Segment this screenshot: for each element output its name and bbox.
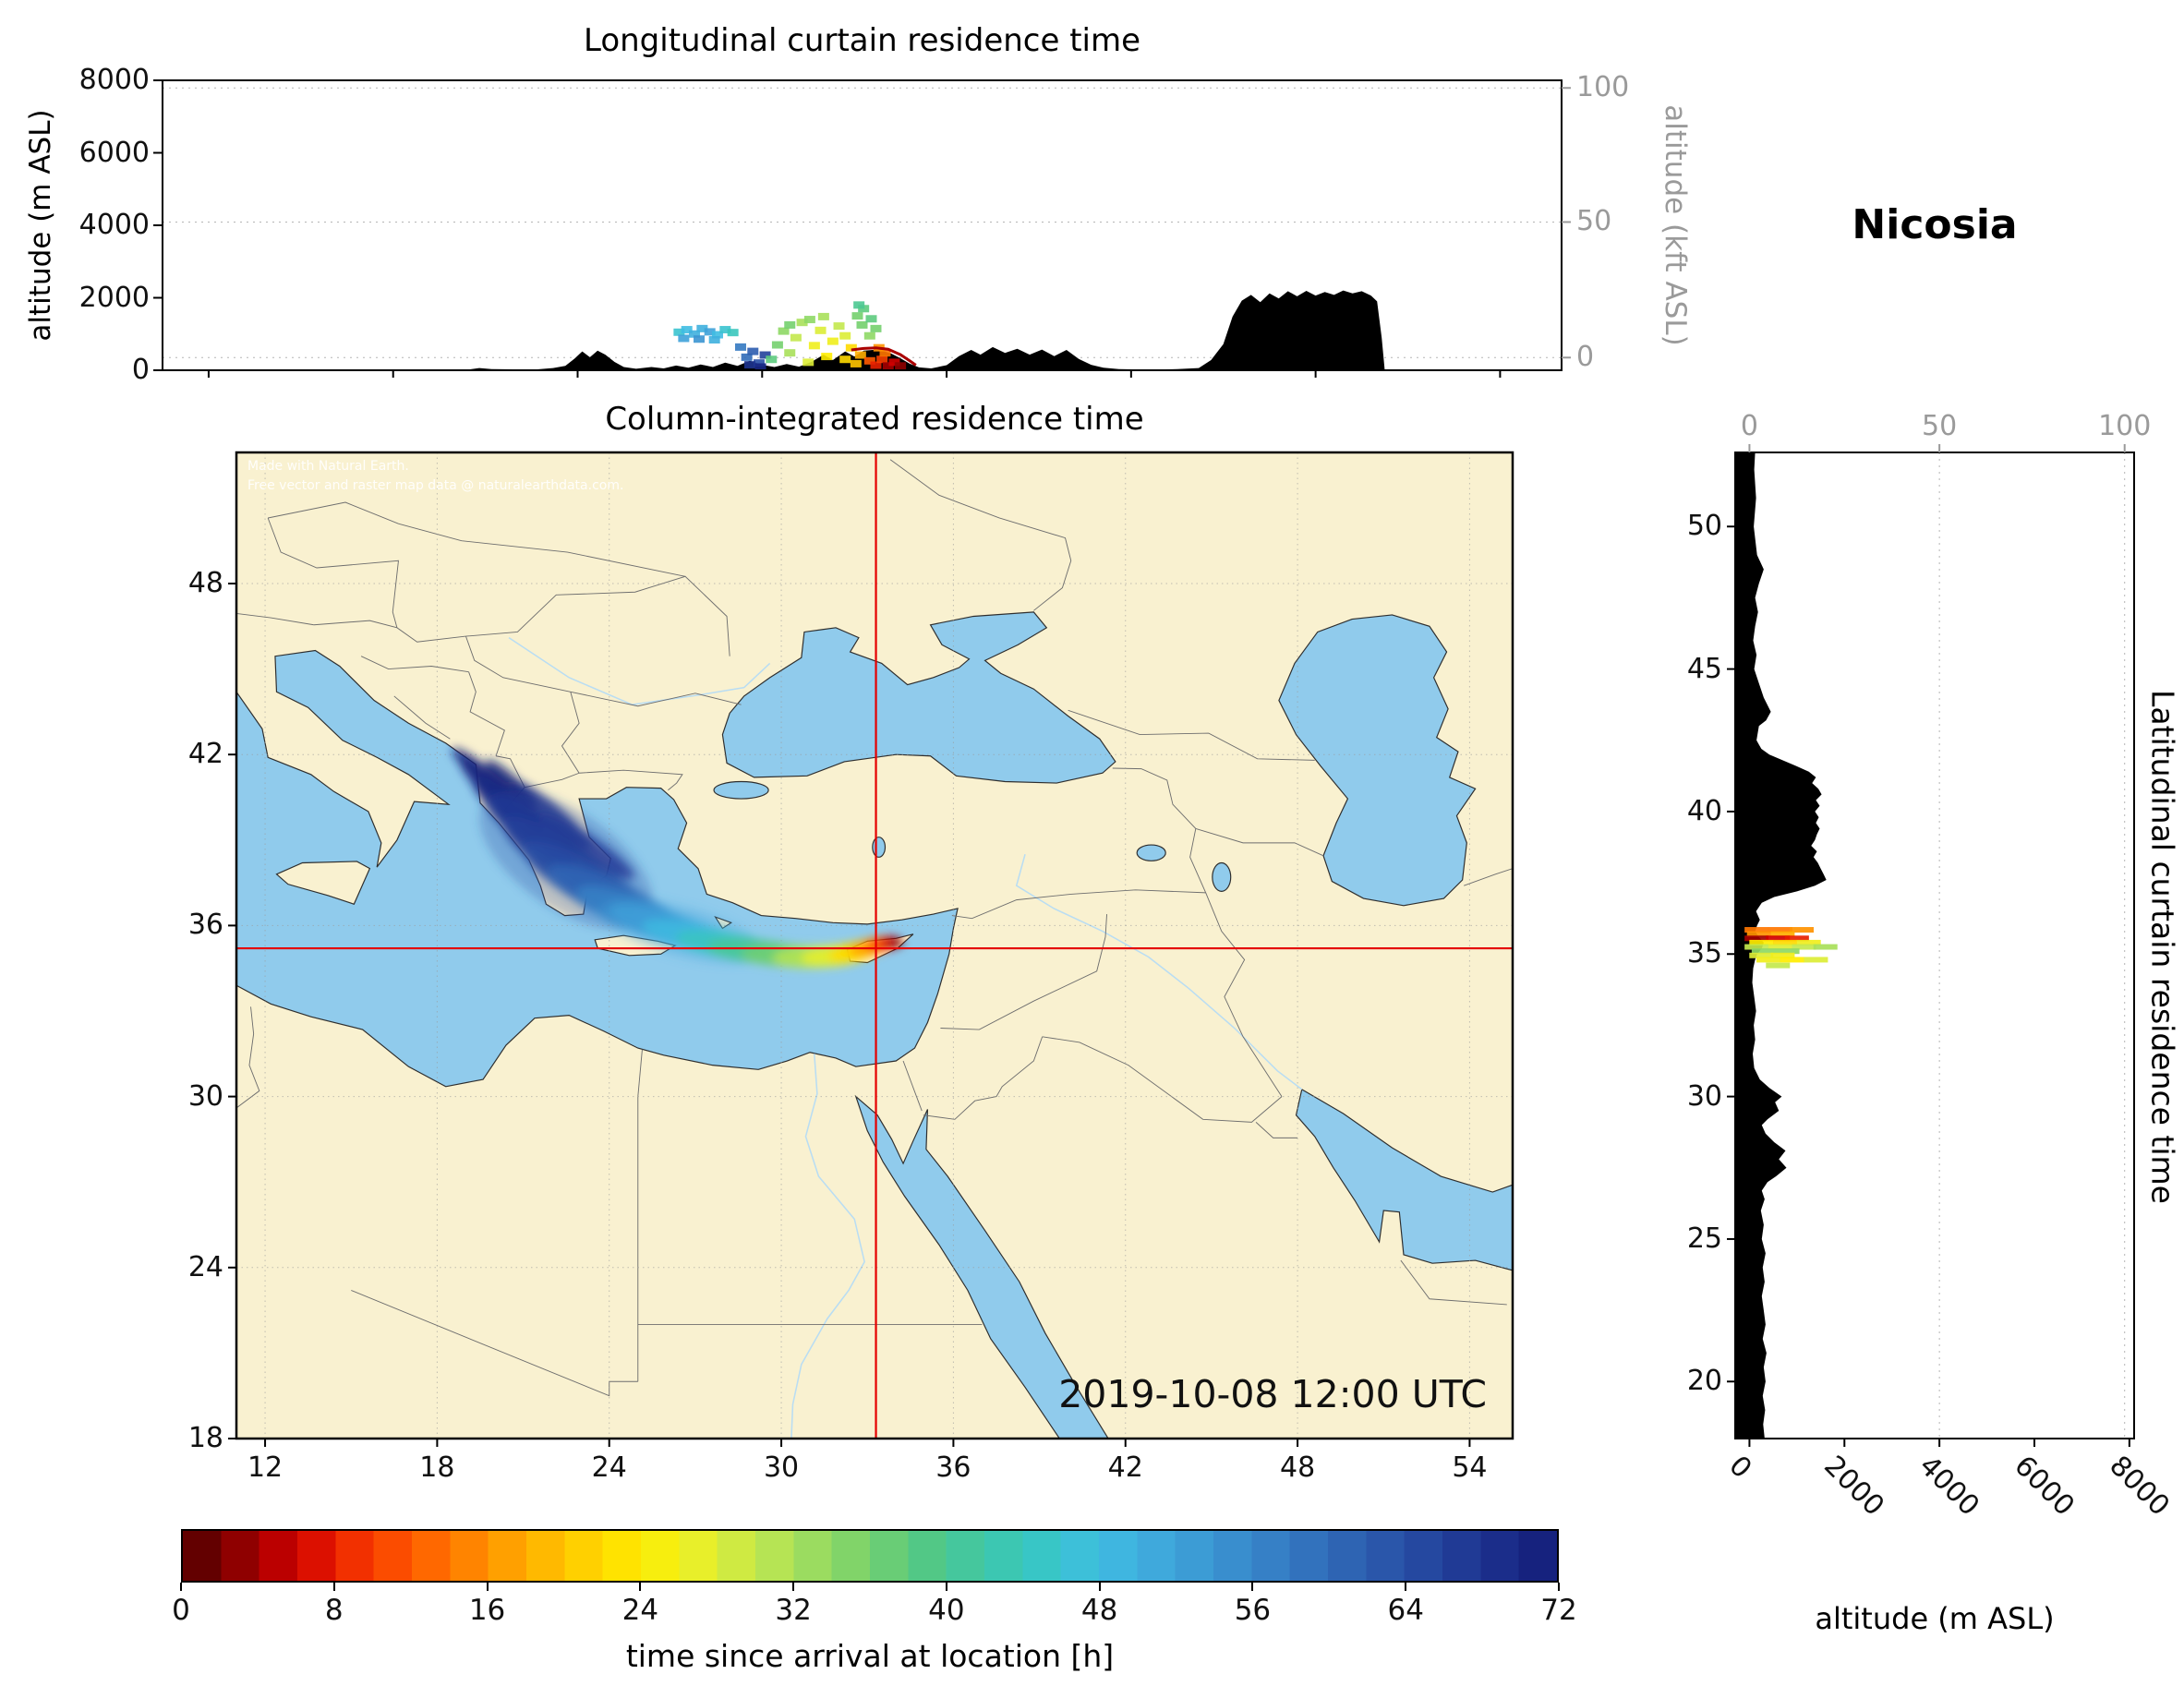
crosshair <box>236 452 1513 1439</box>
top-panel-title: Longitudinal curtain residence time <box>583 22 1141 59</box>
colorbar-label: time since arrival at location [h] <box>625 1638 1115 1674</box>
map-timestamp: 2019-10-08 12:00 UTC <box>1058 1372 1487 1416</box>
station-title: Nicosia <box>1852 201 2018 248</box>
latitudinal-curtain-panel <box>1727 444 2135 1447</box>
terrain-profile <box>1735 452 1827 1439</box>
black-sea <box>721 611 1116 784</box>
euphrates-river <box>1015 854 1303 1090</box>
persian-gulf <box>1295 1088 1513 1271</box>
plume-cells <box>1744 927 1838 969</box>
top-ylabel-right: altitude (kft ASL) <box>1659 104 1692 346</box>
arrival-curve <box>851 346 917 367</box>
sicily-island <box>275 861 371 905</box>
plume <box>452 747 903 969</box>
lat-panel-right-label: Latitudinal curtain residence time <box>2144 689 2181 1204</box>
map-frame <box>235 451 1514 1440</box>
map-geography <box>236 452 1513 1439</box>
map-ticks <box>228 582 1471 1447</box>
lake-van <box>1136 844 1166 861</box>
lake-urmia <box>1212 861 1232 892</box>
map-panel-title: Column-integrated residence time <box>605 401 1144 438</box>
panel-frame <box>1734 452 2135 1439</box>
lat-panel-xlabel: altitude (m ASL) <box>1815 1601 2055 1636</box>
top-ylabel-left: altitude (m ASL) <box>24 109 57 342</box>
red-sea <box>854 1094 1109 1439</box>
map-attribution-line2: Free vector and raster map data @ natura… <box>247 478 624 493</box>
map-attribution-line1: Made with Natural Earth. <box>247 459 409 474</box>
caspian-sea <box>1278 614 1477 907</box>
plume-cells <box>673 301 917 370</box>
colorbar-gradient <box>181 1529 1559 1583</box>
sea-of-marmara <box>713 780 769 800</box>
nile-river <box>790 1054 865 1439</box>
mediterranean-sea <box>236 649 959 1088</box>
longitudinal-curtain-panel <box>153 79 1571 378</box>
